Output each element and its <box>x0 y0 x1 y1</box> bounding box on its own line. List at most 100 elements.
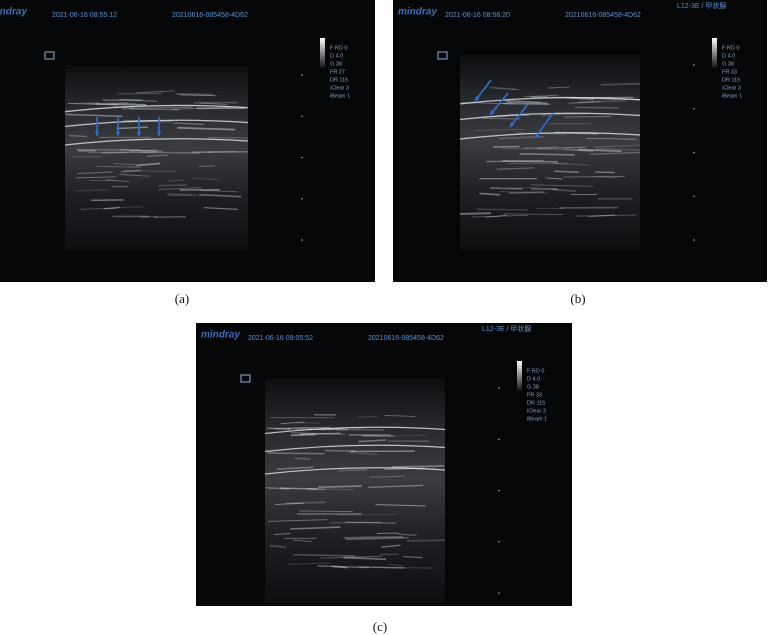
tissue-streak <box>368 484 424 488</box>
depth-mark <box>301 115 303 118</box>
tissue-streak <box>293 554 356 557</box>
tissue-streak <box>369 475 406 478</box>
scan-parameter: FR 33 <box>722 69 737 75</box>
tissue-streak <box>123 170 177 172</box>
tissue-streak <box>486 160 544 163</box>
tissue-streak <box>109 103 147 106</box>
tissue-streak <box>136 90 175 94</box>
tissue-streak <box>203 206 238 210</box>
tissue-streak <box>299 432 341 436</box>
tissue-streak <box>547 86 570 89</box>
fascia-line <box>459 132 641 140</box>
arrow <box>474 79 492 102</box>
tissue-streak <box>564 148 594 153</box>
tissue-streak <box>595 147 641 151</box>
tissue-streak <box>317 565 369 569</box>
tissue-streak <box>345 536 409 541</box>
arrow <box>509 103 529 128</box>
tissue-streak <box>320 555 383 559</box>
tissue-streak <box>329 521 381 524</box>
fascia-line <box>64 104 249 113</box>
depth-mark <box>301 239 303 241</box>
tissue-streak <box>268 519 328 522</box>
tissue-streak <box>500 191 549 194</box>
tissue-streak <box>291 432 346 435</box>
tissue-streak <box>307 488 326 491</box>
tissue-streak <box>564 175 625 178</box>
tissue-streak <box>554 170 580 174</box>
tissue-streak <box>479 192 501 196</box>
tissue-streak <box>588 214 616 217</box>
tissue-streak <box>343 556 386 561</box>
tissue-streak <box>166 193 192 196</box>
tissue-streak <box>175 92 214 96</box>
fascia-line <box>459 97 641 105</box>
tissue-streak <box>343 535 403 539</box>
scan-parameter: iClear 3 <box>330 85 349 91</box>
scan-parameter: D 4.0 <box>330 53 343 59</box>
tissue-streak <box>475 128 525 132</box>
tissue-streak <box>358 439 387 443</box>
tissue-streak <box>600 82 641 86</box>
tissue-streak <box>80 207 116 210</box>
tissue-streak <box>119 98 158 102</box>
tissue-streak <box>530 184 594 187</box>
tissue-streak <box>397 533 417 536</box>
mode-icon <box>44 51 55 60</box>
tissue-streak <box>88 102 129 105</box>
mode-icon <box>240 374 251 383</box>
tissue-streak <box>524 94 559 98</box>
depth-mark <box>301 74 303 76</box>
tissue-streak <box>168 179 185 182</box>
tissue-streak <box>502 147 565 151</box>
tissue-streak <box>277 466 314 470</box>
tissue-streak <box>519 153 575 156</box>
exam-id: 20210616-085458-4D62 <box>368 335 444 342</box>
tissue-streak <box>74 101 100 105</box>
scan-parameter: F RD 0 <box>330 45 347 51</box>
scan-parameter: F RD 0 <box>527 368 544 374</box>
tissue-streak <box>545 177 563 180</box>
tissue-streak <box>551 188 576 193</box>
fascia-line <box>264 444 446 453</box>
ultrasound-image <box>265 378 445 603</box>
scan-parameter: iClear 3 <box>527 408 546 414</box>
tissue-streak <box>279 487 319 490</box>
depth-mark <box>498 438 500 441</box>
scan-parameter: G 38 <box>527 384 539 390</box>
tissue-streak <box>274 426 331 429</box>
probe: L12-3E / 甲状腺 <box>677 1 726 10</box>
fascia-line <box>64 119 249 128</box>
depth-mark <box>498 540 500 543</box>
arrow-head <box>535 133 540 138</box>
tissue-streak <box>68 102 110 106</box>
tissue-streak <box>407 539 446 542</box>
tissue-streak <box>198 193 242 198</box>
tissue-streak <box>537 146 586 150</box>
brand: mindray <box>398 7 437 18</box>
tissue-streak <box>577 99 627 104</box>
depth-mark <box>693 195 695 198</box>
tissue-streak <box>331 565 348 569</box>
depth-mark <box>693 151 695 154</box>
ultrasound-panel: mindray 2021-06-16 09:05:52 20210616-08545… <box>196 323 572 634</box>
scan-parameter: G 38 <box>722 61 734 67</box>
tissue-streak <box>77 171 113 175</box>
arrow-head <box>156 131 162 136</box>
tissue-streak <box>375 504 426 507</box>
tissue-streak <box>192 177 219 181</box>
scan-parameter: FR 33 <box>527 392 542 398</box>
tissue-streak <box>121 169 141 173</box>
ultrasound-image <box>65 65 248 250</box>
scan-parameter: iBeam 1 <box>330 93 350 99</box>
panel-label: (c) <box>373 619 387 634</box>
tissue-streak <box>122 108 179 111</box>
tissue-streak <box>381 544 401 548</box>
tissue-streak <box>171 106 230 110</box>
scan-parameter: iClear 3 <box>722 85 741 91</box>
tissue-streak <box>504 99 542 103</box>
depth-mark <box>693 239 695 241</box>
tissue-streak <box>585 137 638 140</box>
tissue-streak <box>486 86 517 90</box>
tissue-streak <box>119 173 150 177</box>
